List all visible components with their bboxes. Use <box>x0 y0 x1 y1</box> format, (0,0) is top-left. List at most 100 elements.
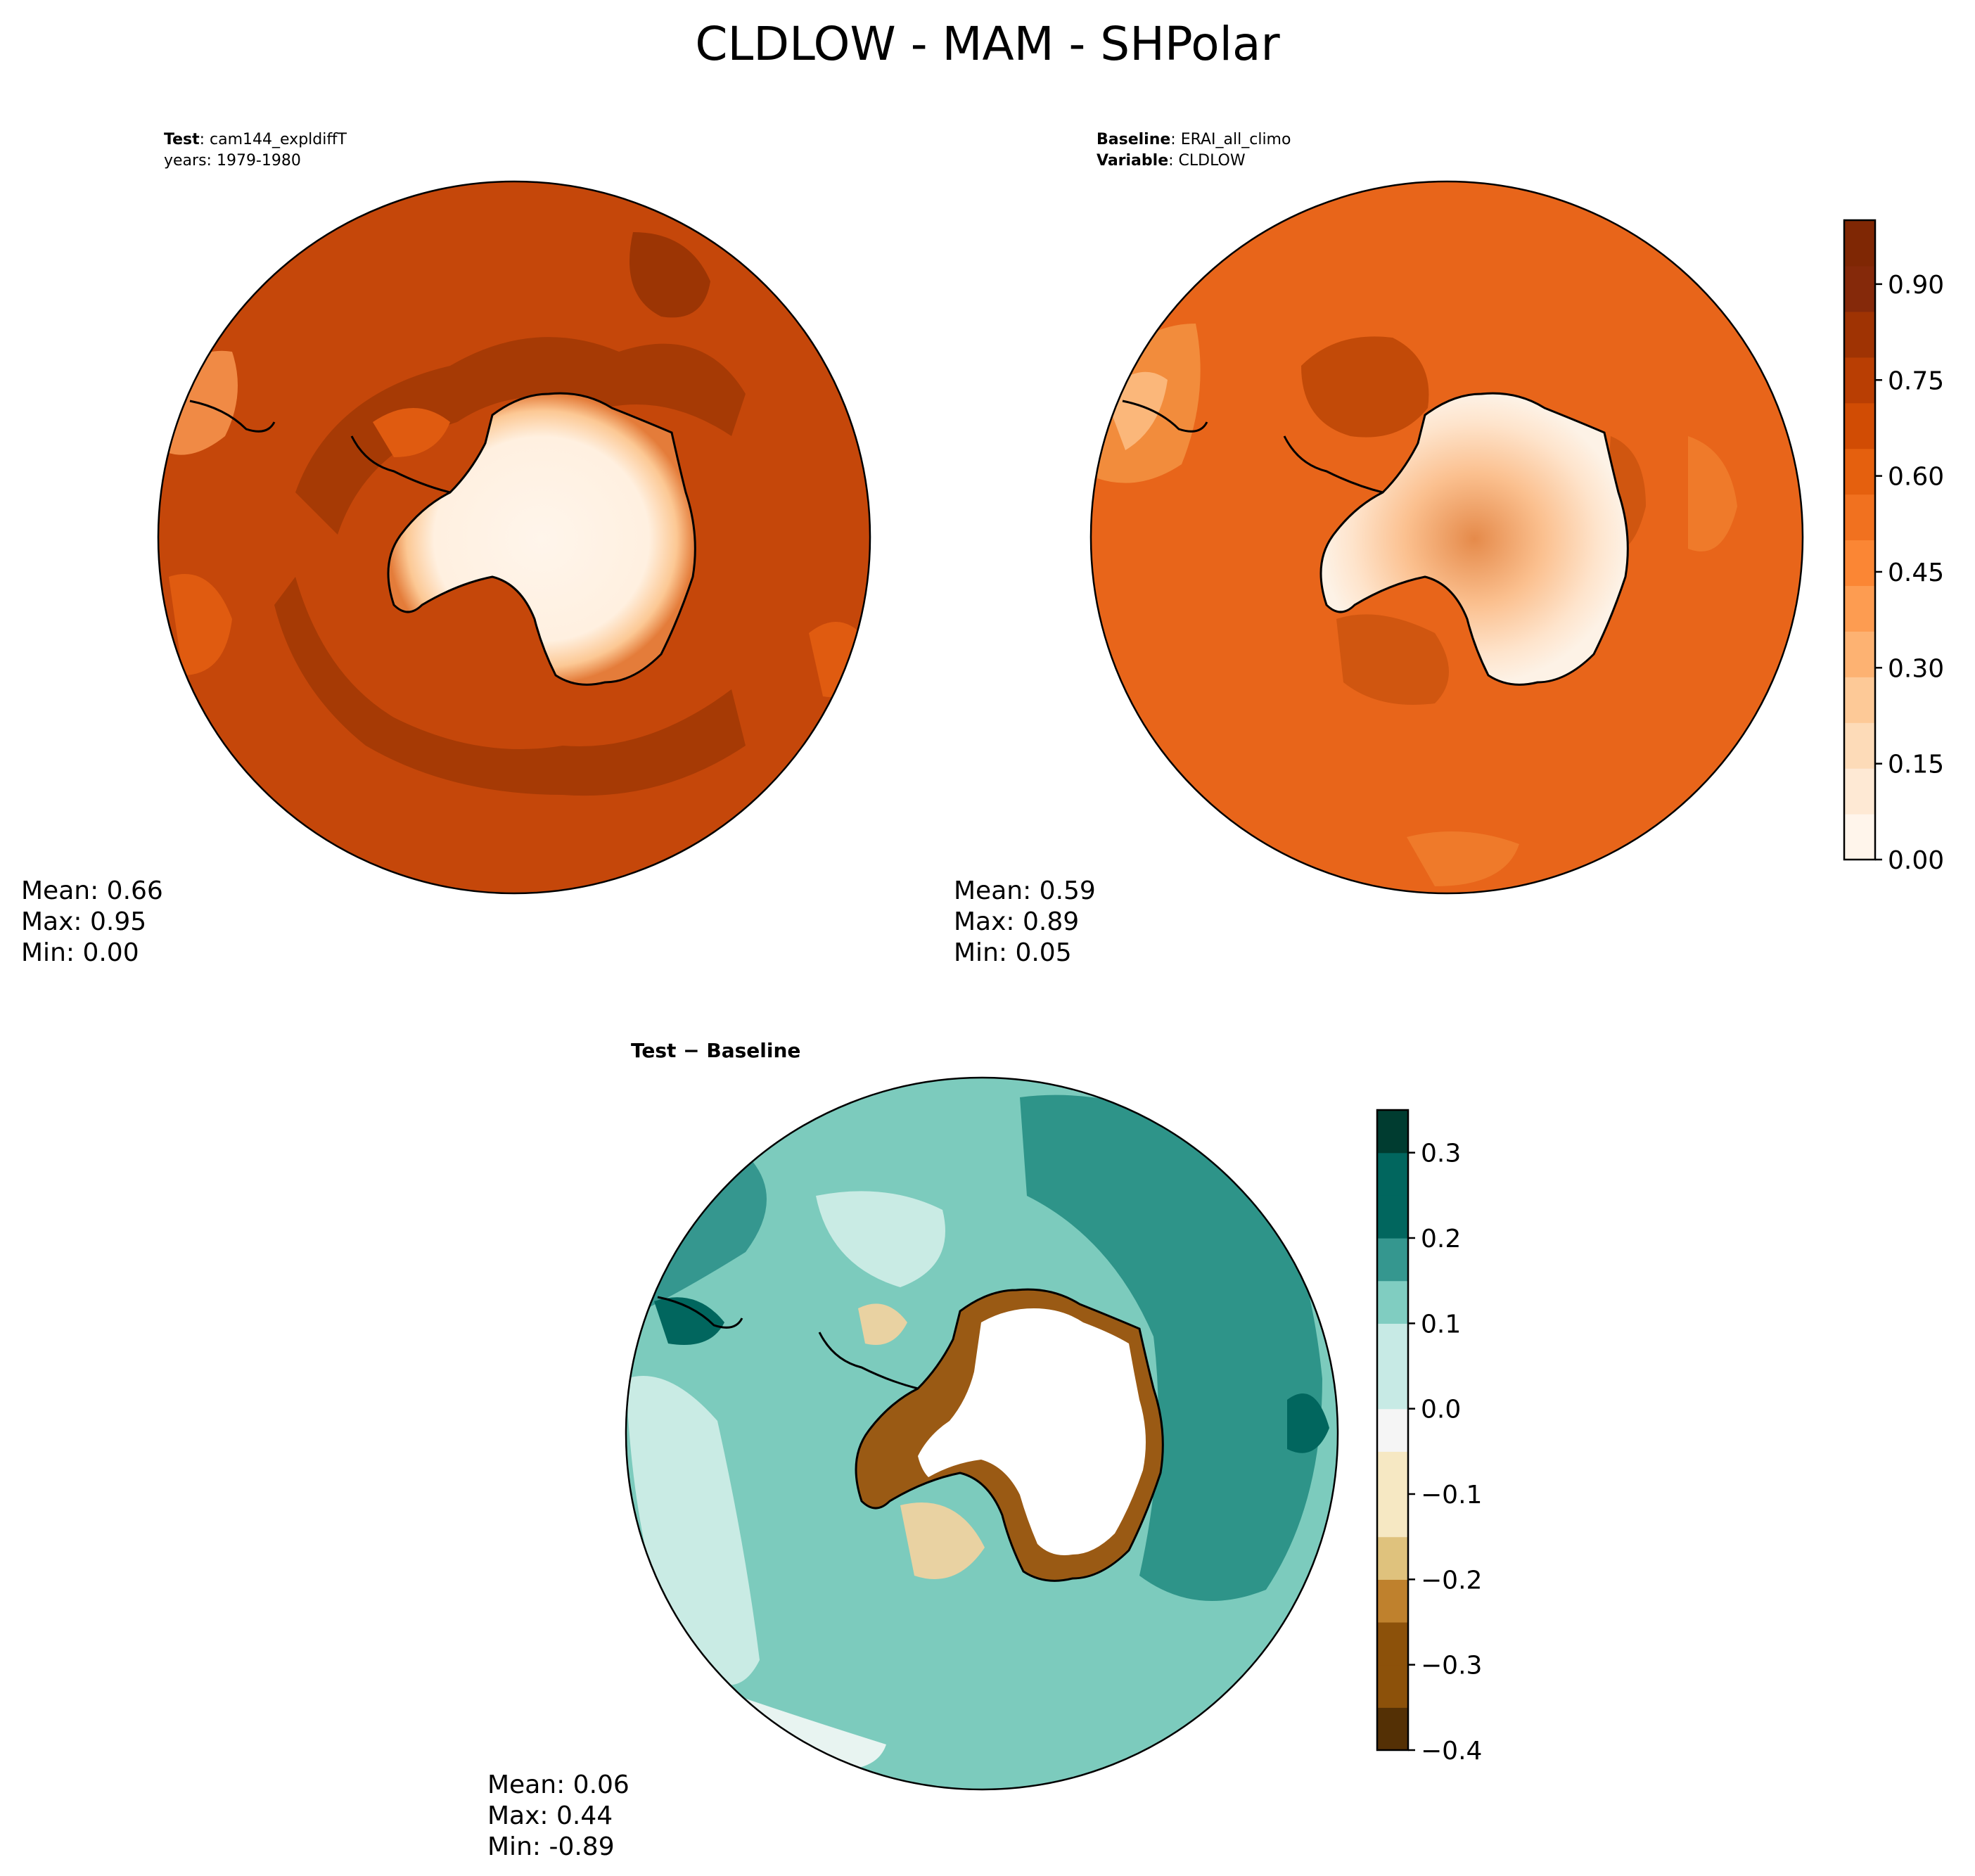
cldlow-colorbar-color-segment <box>1844 585 1875 632</box>
baseline-stats-mean: Mean: 0.59 <box>954 876 1096 905</box>
diff-colorbar-color-segment <box>1377 1280 1408 1324</box>
cldlow-colorbar-color-segment <box>1844 722 1875 769</box>
diff-colorbar-color-segment <box>1377 1110 1408 1154</box>
cldlow-colorbar-tick-label: 0.90 <box>1888 271 1944 300</box>
test-dark-band <box>274 577 746 796</box>
baseline-variable-label: Variable <box>1097 152 1168 170</box>
diff-colorbar-tick-label: −0.4 <box>1421 1737 1482 1766</box>
cldlow-colorbar-color-segment <box>1844 357 1875 404</box>
baseline-dark-patch <box>1301 336 1429 438</box>
test-label: Test <box>164 131 200 148</box>
baseline-map <box>1091 181 1803 893</box>
cldlow-colorbar-color-segment <box>1844 311 1875 358</box>
diff-south-america-coastline <box>657 1296 743 1329</box>
test-light-patch <box>169 574 232 675</box>
diff-antarctica-interior <box>918 1308 1146 1555</box>
baseline-panel-header: Baseline: ERAI_all_climo <box>1097 131 1291 148</box>
diff-colorbar-tick-label: 0.0 <box>1421 1396 1461 1424</box>
test-years: years: 1979-1980 <box>164 152 301 170</box>
test-light-patch <box>373 408 450 457</box>
diff-colorbar-color-segment <box>1377 1152 1408 1196</box>
diff-colorbar-tick-label: −0.3 <box>1421 1652 1482 1680</box>
test-stats-mean: Mean: 0.66 <box>21 876 163 905</box>
test-stats-min: Min: 0.00 <box>21 938 139 967</box>
baseline-stats-min: Min: 0.05 <box>954 938 1072 967</box>
test-dark-band <box>629 232 710 318</box>
diff-colorbar-color-segment <box>1377 1451 1408 1495</box>
baseline-variable-line: Variable: CLDLOW <box>1097 152 1246 170</box>
cldlow-colorbar-color-segment <box>1844 448 1875 495</box>
diff-colorbar-tick-label: 0.1 <box>1421 1310 1461 1339</box>
cldlow-colorbar-color-segment <box>1844 814 1875 860</box>
diff-colorbar-frame <box>1376 1109 1410 1751</box>
test-case-name: : cam144_expldiffT <box>200 131 347 148</box>
cldlow-colorbar-color-segment <box>1844 631 1875 677</box>
cldlow-colorbar-frame <box>1843 219 1877 861</box>
baseline-coastline <box>1319 392 1629 686</box>
test-peninsula-coastline <box>350 435 451 494</box>
diff-colorbar-color-segment <box>1377 1536 1408 1580</box>
colorbar-difference: −0.4 −0.3 −0.2 −0.1 0.0 0.1 0.2 0.3 <box>1376 1109 1482 1766</box>
test-stats-max: Max: 0.95 <box>21 907 146 936</box>
diff-colorbar-color-segment <box>1377 1579 1408 1623</box>
cldlow-colorbar-tick-label: 0.00 <box>1888 846 1944 875</box>
diff-colorbar-color-segment <box>1377 1707 1408 1751</box>
baseline-light-patch <box>1407 831 1519 886</box>
diff-stats-max: Max: 0.44 <box>487 1801 613 1830</box>
baseline-antarctica-fill <box>1321 393 1628 685</box>
baseline-south-america-coastline <box>1122 400 1208 433</box>
cldlow-colorbar-color-segment <box>1844 768 1875 815</box>
cldlow-colorbar-tick-label: 0.45 <box>1888 559 1944 587</box>
diff-peninsula-coastline <box>818 1332 919 1390</box>
test-panel-header: Test: cam144_expldiffT <box>164 131 347 148</box>
cldlow-colorbar-color-segment <box>1844 677 1875 723</box>
baseline-dark-patch <box>1336 614 1449 705</box>
baseline-stats-max: Max: 0.89 <box>954 907 1079 936</box>
test-dark-band <box>295 337 746 535</box>
diff-colorbar-color-segment <box>1377 1238 1408 1282</box>
diff-colorbar-color-segment <box>1377 1366 1408 1410</box>
test-antarctica-fill <box>388 393 696 685</box>
diff-map-border <box>625 1076 1339 1791</box>
diff-panel: Test − Baseline Mean: 0.06 Max: 0.44 Min… <box>487 1039 1482 1861</box>
diff-dark-patch <box>1287 1393 1329 1453</box>
diff-tan-patch <box>858 1303 907 1345</box>
baseline-case-name: : ERAI_all_climo <box>1170 131 1291 148</box>
test-coastline <box>387 392 696 686</box>
baseline-map-border <box>1089 180 1804 895</box>
cldlow-colorbar-color-segment <box>1844 494 1875 541</box>
diff-dark-patch <box>654 1297 724 1345</box>
diff-colorbar-color-segment <box>1377 1195 1408 1239</box>
diff-light-patch <box>626 1376 760 1685</box>
test-map <box>158 181 870 893</box>
diff-colorbar-color-segment <box>1377 1408 1408 1452</box>
baseline-variable-name: : CLDLOW <box>1168 152 1246 170</box>
figure-title: CLDLOW - MAM - SHPolar <box>695 17 1280 71</box>
colorbar-cldlow: 0.00 0.15 0.30 0.45 0.60 0.75 0.90 <box>1843 219 1944 875</box>
diff-coastline <box>855 1288 1164 1582</box>
test-map-border <box>157 180 871 895</box>
cldlow-colorbar-color-segment <box>1844 220 1875 267</box>
baseline-light-patch <box>1688 436 1737 551</box>
diff-colorbar-tick-label: 0.3 <box>1421 1140 1461 1168</box>
diff-light-patch <box>816 1191 945 1287</box>
diff-stats-mean: Mean: 0.06 <box>487 1770 629 1799</box>
cldlow-colorbar-color-segment <box>1844 402 1875 449</box>
diff-tan-patch <box>900 1502 985 1579</box>
cldlow-colorbar-tick-label: 0.60 <box>1888 463 1944 492</box>
diff-colorbar-color-segment <box>1377 1494 1408 1538</box>
diff-label: Test − Baseline <box>631 1039 800 1062</box>
cldlow-colorbar-tick-label: 0.15 <box>1888 751 1944 779</box>
diff-colorbar-tick-label: −0.1 <box>1421 1481 1482 1510</box>
baseline-panel: Baseline: ERAI_all_climo Variable: CLDLO… <box>954 131 1944 967</box>
diff-colorbar-color-segment <box>1377 1323 1408 1367</box>
baseline-label: Baseline <box>1097 131 1170 148</box>
test-panel: Test: cam144_expldiffT years: 1979-1980 … <box>21 131 871 967</box>
cldlow-colorbar-color-segment <box>1844 540 1875 587</box>
cldlow-colorbar-tick-label: 0.75 <box>1888 366 1944 395</box>
test-south-america-coastline <box>189 400 276 433</box>
diff-stats-min: Min: -0.89 <box>487 1832 615 1861</box>
diff-colorbar-tick-label: 0.2 <box>1421 1225 1461 1253</box>
diff-colorbar-tick-label: −0.2 <box>1421 1566 1482 1595</box>
